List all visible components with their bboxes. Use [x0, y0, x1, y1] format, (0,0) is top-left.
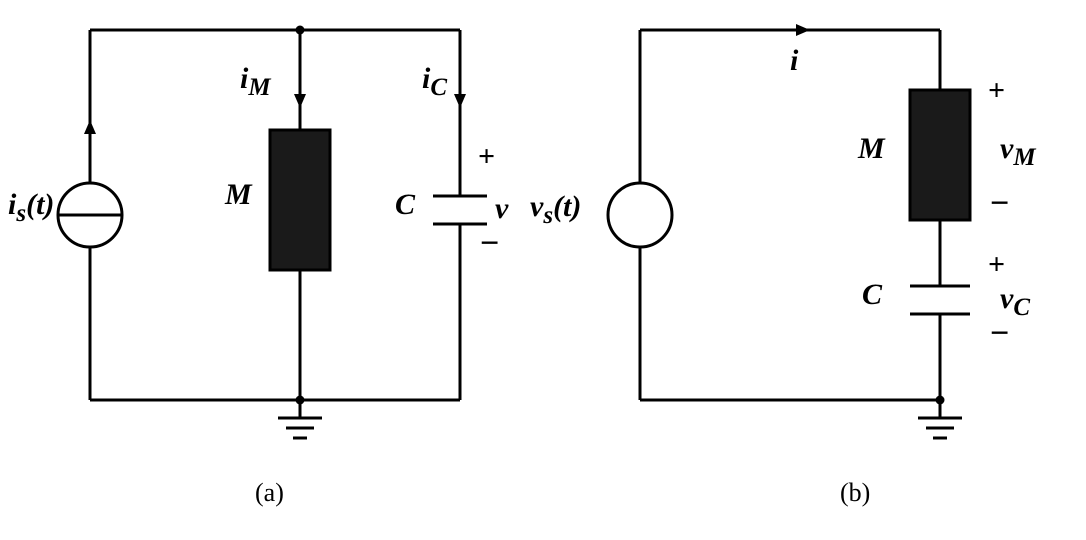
label-C-a: C [395, 188, 415, 222]
label-iC: iC [422, 62, 447, 102]
label-vM: vM [1000, 132, 1036, 172]
sublabel-b: (b) [840, 478, 870, 508]
label-C-b: C [862, 278, 882, 312]
circuit-svg [0, 0, 1086, 540]
label-is: is(t) [8, 188, 54, 228]
diagram-root: is(t) M iM C iC v + − (a) vs(t) i M + − … [0, 0, 1086, 540]
label-iM: iM [240, 62, 271, 102]
minus-M-b: − [990, 185, 1009, 223]
label-M-b: M [858, 132, 885, 166]
label-v-a: v [495, 192, 508, 226]
plus-M-b: + [988, 74, 1005, 108]
label-vC: vC [1000, 282, 1030, 322]
minus-a: − [480, 225, 499, 263]
plus-C-b: + [988, 248, 1005, 282]
label-i-b: i [790, 44, 798, 78]
label-vs: vs(t) [530, 190, 581, 230]
sublabel-a: (a) [255, 478, 284, 508]
plus-a: + [478, 140, 495, 174]
label-M-a: M [225, 178, 252, 212]
